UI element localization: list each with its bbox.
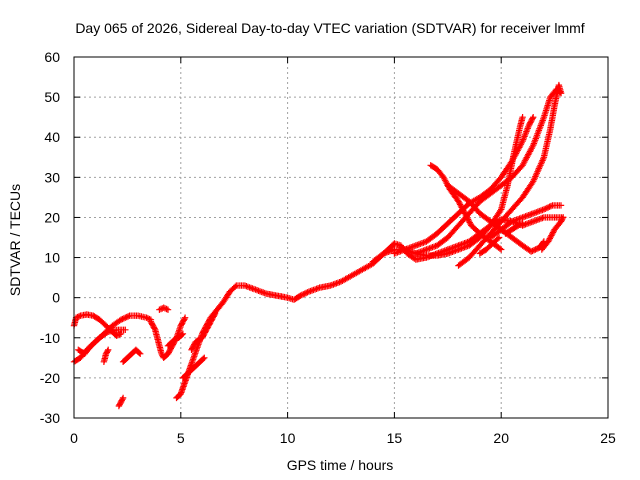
grid bbox=[74, 57, 608, 418]
data-marker-path bbox=[75, 326, 129, 357]
x-axis-title: GPS time / hours bbox=[287, 457, 394, 473]
data-marker-path bbox=[100, 346, 112, 365]
series-arc-8 bbox=[156, 304, 172, 313]
x-tick-label: 15 bbox=[387, 430, 403, 446]
x-tick-label: 5 bbox=[177, 430, 185, 446]
data-marker-path bbox=[391, 114, 537, 257]
data-marker-path bbox=[538, 214, 567, 253]
plot-frame bbox=[73, 56, 609, 419]
data-marker-path bbox=[173, 214, 567, 402]
data-points bbox=[70, 81, 567, 410]
chart-title: Day 065 of 2026, Sidereal Day-to-day VTE… bbox=[75, 20, 584, 36]
series-arc-3 bbox=[75, 326, 129, 357]
y-tick-label: -20 bbox=[40, 370, 60, 386]
data-marker-path bbox=[175, 330, 187, 341]
y-tick-label: 30 bbox=[44, 169, 60, 185]
data-marker-path bbox=[119, 346, 144, 365]
y-tick-label: 40 bbox=[44, 129, 60, 145]
series-arc-2 bbox=[70, 312, 155, 365]
data-marker-path bbox=[476, 234, 503, 257]
data-marker-path bbox=[455, 81, 565, 269]
y-tick-label: 20 bbox=[44, 209, 60, 225]
series-arc-11 bbox=[173, 214, 567, 402]
series-arc-5 bbox=[115, 394, 127, 410]
y-tick-label: 0 bbox=[52, 290, 60, 306]
x-tick-label: 25 bbox=[600, 430, 616, 446]
series-arc-21 bbox=[538, 214, 567, 253]
data-marker-path bbox=[502, 220, 526, 237]
x-tick-label: 20 bbox=[493, 430, 509, 446]
series-arc-6 bbox=[119, 346, 144, 365]
series-arc-10 bbox=[175, 330, 187, 341]
series-arc-15 bbox=[391, 114, 537, 257]
series-arc-23 bbox=[502, 220, 526, 237]
x-tick-label: 10 bbox=[280, 430, 296, 446]
data-marker-path bbox=[115, 394, 127, 410]
series-arc-4 bbox=[100, 346, 112, 365]
data-marker-path bbox=[179, 354, 208, 382]
series-arc-19 bbox=[455, 81, 565, 269]
series-arc-12 bbox=[179, 354, 208, 382]
series-arc-22 bbox=[476, 234, 503, 257]
data-marker-path bbox=[70, 312, 155, 365]
y-tick-label: 50 bbox=[44, 89, 60, 105]
y-tick-label: 10 bbox=[44, 250, 60, 266]
series-arc-20 bbox=[487, 202, 565, 241]
y-tick-label: -30 bbox=[40, 410, 60, 426]
data-marker-path bbox=[487, 202, 565, 241]
axis-ticks: 0 5 10 15 20 25 -30 -20 -10 0 10 20 30 40 50 60 bbox=[40, 49, 616, 446]
series-arc-13 bbox=[188, 310, 219, 353]
y-tick-label: 60 bbox=[44, 49, 60, 65]
x-tick-label: 0 bbox=[70, 430, 78, 446]
data-marker-path bbox=[188, 310, 219, 353]
y-tick-label: -10 bbox=[40, 330, 60, 346]
y-axis-title: SDTVAR / TECUs bbox=[7, 184, 23, 296]
data-marker-path bbox=[156, 304, 172, 313]
